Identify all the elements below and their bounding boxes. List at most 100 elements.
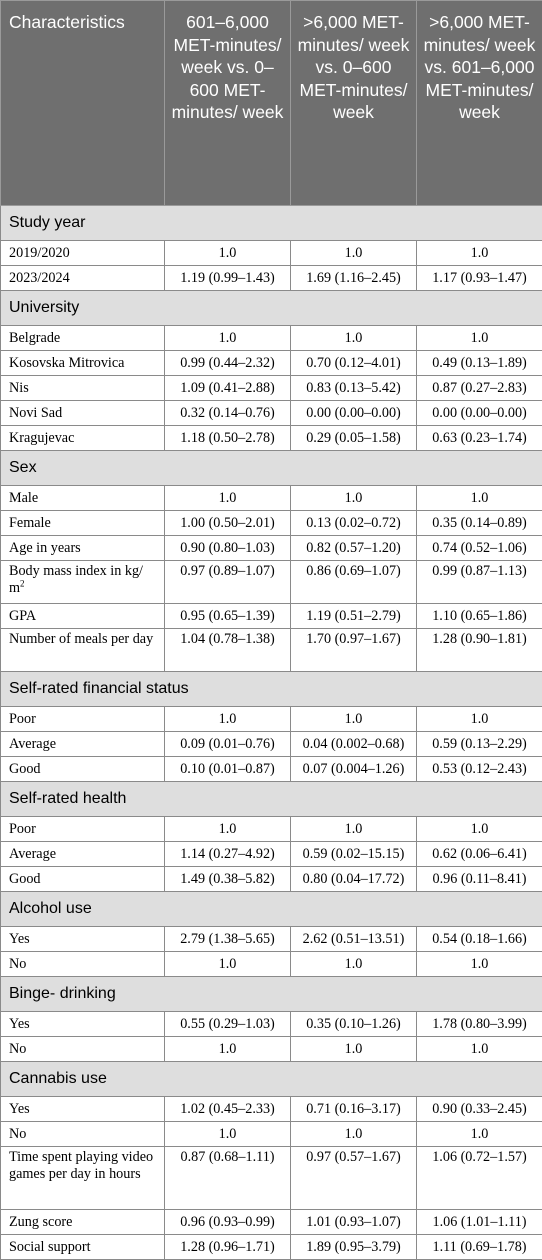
table-row: 2023/2024 1.19 (0.99–1.43)1.69 (1.16–2.45… [1,266,542,291]
odds-ratio-cell-col2: 0.70 (0.12–4.01) [291,351,417,376]
odds-ratio-cell-col2: 2.62 (0.51–13.51) [291,927,417,952]
section-header-row: Binge- drinking [1,977,542,1012]
odds-ratio-cell-col1: 1.19 (0.99–1.43) [165,266,291,291]
odds-ratio-cell-col3: 0.63 (0.23–1.74) [417,426,542,451]
odds-ratio-cell-col1: 2.79 (1.38–5.65) [165,927,291,952]
section-title: Binge- drinking [1,977,542,1012]
section-title: Alcohol use [1,892,542,927]
odds-ratio-cell-col1: 1.0 [165,1037,291,1062]
odds-ratio-cell-col3: 1.0 [417,326,542,351]
row-label-text: 2019/2020 [9,245,70,261]
header-high-vs-low: >6,000 MET-minutes/ week vs. 0–600 MET-m… [291,1,417,206]
row-label: Social support [1,1235,165,1260]
odds-ratio-cell-col1: 1.0 [165,326,291,351]
odds-ratio-cell-col1: 1.49 (0.38–5.82) [165,867,291,892]
odds-ratio-cell-col3: 1.0 [417,952,542,977]
odds-ratio-cell-col3: 0.99 (0.87–1.13) [417,561,542,604]
section-header-row: Cannabis use [1,1062,542,1097]
odds-ratio-cell-col2: 0.13 (0.02–0.72) [291,511,417,536]
odds-ratio-cell-col2: 0.83 (0.13–5.42) [291,376,417,401]
row-label-text: Nis [9,380,29,396]
odds-ratio-cell-col2: 1.0 [291,1122,417,1147]
row-label-text: Poor [9,821,36,837]
odds-ratio-cell-col2: 1.0 [291,952,417,977]
odds-ratio-cell-col1: 1.0 [165,486,291,511]
row-label-text: Yes [9,931,30,947]
section-header-row: Study year [1,206,542,241]
odds-ratio-cell-col2: 0.97 (0.57–1.67) [291,1147,417,1210]
header-moderate-vs-low: 601–6,000 MET-minutes/ week vs. 0–600 ME… [165,1,291,206]
odds-ratio-cell-col1: 1.14 (0.27–4.92) [165,842,291,867]
row-label: Kragujevac [1,426,165,451]
odds-ratio-cell-col2: 1.0 [291,707,417,732]
odds-ratio-cell-col2: 1.0 [291,1037,417,1062]
odds-ratio-cell-col1: 1.28 (0.96–1.71) [165,1235,291,1260]
section-header-row: University [1,291,542,326]
row-label-text: Social support [9,1239,91,1255]
row-label: No [1,952,165,977]
odds-ratio-cell-col2: 0.86 (0.69–1.07) [291,561,417,604]
row-label: GPA [1,604,165,629]
row-label-text: Zung score [9,1214,72,1230]
odds-ratio-cell-col1: 1.02 (0.45–2.33) [165,1097,291,1122]
odds-ratio-cell-col3: 1.78 (0.80–3.99) [417,1012,542,1037]
odds-ratio-cell-col1: 1.09 (0.41–2.88) [165,376,291,401]
row-label-text: Yes [9,1101,30,1117]
row-label: Nis [1,376,165,401]
odds-ratio-cell-col2: 1.0 [291,817,417,842]
row-label: No [1,1122,165,1147]
odds-ratio-cell-col3: 1.10 (0.65–1.86) [417,604,542,629]
odds-ratio-cell-col1: 0.90 (0.80–1.03) [165,536,291,561]
odds-ratio-cell-col2: 0.04 (0.002–0.68) [291,732,417,757]
odds-ratio-cell-col3: 1.11 (0.69–1.78) [417,1235,542,1260]
section-header-row: Sex [1,451,542,486]
section-title: University [1,291,542,326]
odds-ratio-cell-col3: 1.28 (0.90–1.81) [417,629,542,672]
odds-ratio-cell-col3: 0.53 (0.12–2.43) [417,757,542,782]
odds-ratio-cell-col1: 0.10 (0.01–0.87) [165,757,291,782]
odds-ratio-cell-col1: 1.18 (0.50–2.78) [165,426,291,451]
odds-ratio-cell-col3: 1.17 (0.93–1.47) [417,266,542,291]
odds-ratio-cell-col3: 0.59 (0.13–2.29) [417,732,542,757]
odds-ratio-cell-col3: 1.0 [417,486,542,511]
row-label: No [1,1037,165,1062]
row-label: Body mass index in kg/ m2 [1,561,165,604]
section-header-row: Alcohol use [1,892,542,927]
row-label-text: No [9,1041,26,1057]
odds-ratio-cell-col1: 1.0 [165,952,291,977]
odds-ratio-cell-col3: 1.06 (0.72–1.57) [417,1147,542,1210]
header-high-vs-moderate: >6,000 MET-minutes/ week vs. 601–6,000 M… [417,1,542,206]
row-label: Time spent playing video games per day i… [1,1147,165,1210]
odds-ratio-cell-col3: 1.0 [417,817,542,842]
odds-ratio-cell-col2: 1.69 (1.16–2.45) [291,266,417,291]
odds-ratio-cell-col3: 0.74 (0.52–1.06) [417,536,542,561]
odds-ratio-cell-col2: 0.29 (0.05–1.58) [291,426,417,451]
row-label: Belgrade [1,326,165,351]
odds-ratio-cell-col3: 0.62 (0.06–6.41) [417,842,542,867]
row-label-text: 2023/2024 [9,270,70,286]
row-label-text: No [9,956,26,972]
row-label: Yes [1,1012,165,1037]
row-label-text: Yes [9,1016,30,1032]
row-label-text: Good [9,761,41,777]
row-label: Female [1,511,165,536]
odds-ratio-cell-col1: 0.95 (0.65–1.39) [165,604,291,629]
odds-ratio-cell-col3: 0.96 (0.11–8.41) [417,867,542,892]
row-label-text: Good [9,871,41,887]
odds-ratio-cell-col2: 0.35 (0.10–1.26) [291,1012,417,1037]
odds-ratio-cell-col3: 0.00 (0.00–0.00) [417,401,542,426]
